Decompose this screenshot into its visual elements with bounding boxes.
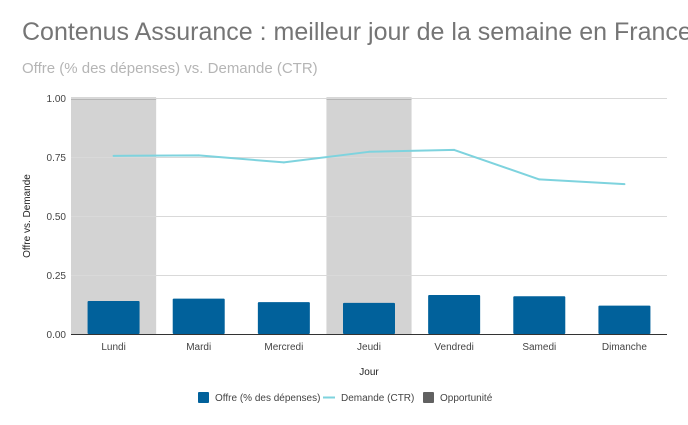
demande-point-mercredi (282, 161, 285, 164)
x-tick-label: Samedi (522, 342, 556, 353)
offre-bar-jeudi (343, 302, 395, 334)
offre-bar-mercredi (257, 302, 310, 334)
x-tick-label: Dimanche (602, 342, 647, 353)
legend-item-opportunite: Opportunité (423, 392, 493, 404)
y-tick-label: 1.00 (47, 94, 67, 105)
x-tick-label: Jeudi (357, 342, 381, 353)
y-tick-label: 0.50 (47, 212, 67, 223)
tick-labels: 0.00 0.25 0.50 0.75 1.00 Lundi Mardi Mercredi Je… (47, 94, 648, 353)
legend-swatch-offre (198, 392, 209, 403)
offre-bar-vendredi (428, 295, 481, 334)
demand-line-layer (112, 148, 626, 186)
y-axis-title: Offre vs. Demande (22, 174, 33, 258)
legend-item-offre: Offre (% des dépenses) (198, 392, 320, 404)
legend-item-demande: Demande (CTR) (323, 393, 414, 404)
demande-point-mardi (197, 154, 200, 157)
legend-label-demande: Demande (CTR) (341, 393, 414, 404)
demande-point-dimanche (623, 183, 626, 186)
legend-label-opportunite: Opportunité (440, 393, 493, 404)
offre-bar-dimanche (598, 305, 651, 334)
demande-point-jeudi (368, 150, 370, 153)
x-tick-label: Lundi (101, 342, 125, 353)
x-tick-label: Mardi (186, 342, 211, 353)
x-axis-title: Jour (359, 367, 379, 378)
offre-bar-lundi (87, 300, 140, 334)
legend: Offre (% des dépenses) Demande (CTR) Opp… (198, 392, 493, 404)
y-tick-label: 0.75 (47, 153, 67, 164)
offre-bar-mardi (172, 298, 225, 334)
y-tick-label: 0.00 (47, 330, 67, 341)
y-tick-label: 0.25 (47, 271, 67, 282)
demande-point-samedi (538, 178, 541, 181)
demande-point-lundi (112, 154, 115, 157)
x-tick-label: Mercredi (264, 342, 303, 353)
legend-swatch-opportunite (423, 392, 434, 403)
grid-layer (71, 98, 667, 335)
chart-title: Contenus Assurance : meilleur jour de la… (22, 18, 688, 46)
offer-bars (87, 295, 651, 334)
legend-label-offre: Offre (% des dépenses) (215, 393, 320, 404)
offre-bar-samedi (513, 296, 566, 334)
demande-point-vendredi (453, 148, 456, 151)
chart-subtitle: Offre (% des dépenses) vs. Demande (CTR) (22, 60, 318, 77)
x-tick-label: Vendredi (434, 342, 473, 353)
